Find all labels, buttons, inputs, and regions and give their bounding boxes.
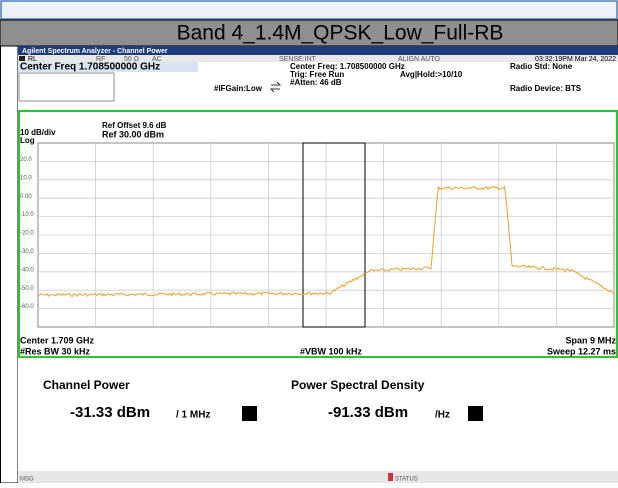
impedance: 50 Ω — [124, 56, 139, 63]
if-gain: #IFGain:Low — [214, 84, 263, 93]
input-box — [18, 72, 115, 102]
status-icon — [388, 473, 393, 481]
ref-offset: Ref Offset 9.6 dB — [102, 121, 167, 130]
trace — [37, 185, 614, 298]
grid: 20.0 10.0 0.00 -10.0 -20.0 -30.0 -40.0 -50.0 -60… — [20, 142, 615, 328]
status: STATUS — [395, 477, 418, 483]
band-title: Band 4_1.4M_QPSK_Low_Full-RB — [177, 22, 504, 45]
center: Center 1.709 GHz — [20, 335, 95, 345]
plot-frame — [18, 110, 618, 358]
timestamp: 03:32:19PM Mar 24, 2022 — [535, 56, 616, 63]
avg-hold: Avg|Hold:>10/10 — [400, 70, 463, 79]
psd-unit: /Hz — [435, 410, 450, 421]
center-freq-box — [18, 62, 198, 72]
sweep: Sweep 12.27 ms — [547, 346, 616, 356]
psd-label: Power Spectral Density — [291, 378, 425, 392]
status-strip — [18, 55, 618, 62]
center-freq-info: Center Freq: 1.708500000 GHz — [290, 62, 405, 71]
rl: RL — [28, 56, 37, 63]
title-band — [0, 19, 618, 47]
scale: 10 dB/div — [20, 128, 56, 137]
y-label: 20.0 — [20, 157, 32, 163]
rf: RF — [96, 56, 105, 63]
channel-box — [302, 142, 366, 328]
y-label: -10.0 — [20, 212, 34, 218]
psd-marker — [468, 406, 483, 421]
trig: Trig: Free Run — [290, 70, 344, 79]
window-title: Agilent Spectrum Analyzer - Channel Powe… — [22, 48, 168, 55]
rl-icon — [19, 56, 25, 61]
scale-type: Log — [20, 136, 35, 145]
y-label: 0.00 — [20, 194, 32, 200]
channel-power-marker — [242, 406, 257, 421]
y-label: -20.0 — [20, 231, 34, 237]
y-label: -30.0 — [20, 249, 34, 255]
channel-power-unit: / 1 MHz — [176, 410, 210, 421]
ref-level: Ref 30.00 dBm — [102, 129, 164, 139]
left-cell — [0, 45, 19, 484]
span: Span 9 MHz — [565, 335, 616, 345]
y-label: 10.0 — [20, 175, 32, 181]
y-label: -40.0 — [20, 267, 34, 273]
res-bw: #Res BW 30 kHz — [20, 346, 91, 356]
y-label: -50.0 — [20, 286, 34, 292]
align: ALIGN AUTO — [398, 56, 440, 63]
coupling: AC — [152, 56, 162, 63]
center-freq: Center Freq 1.708500000 GHz — [20, 62, 160, 73]
trig-icon — [269, 81, 282, 93]
atten: #Atten: 46 dB — [290, 78, 342, 87]
sense: SENSE:INT — [279, 56, 317, 63]
y-label: -60.0 — [20, 304, 34, 310]
msg: MSG — [20, 477, 34, 483]
radio-std: Radio Std: None — [510, 62, 573, 71]
channel-power-value: -31.33 dBm — [70, 404, 150, 421]
vbw: #VBW 100 kHz — [300, 346, 363, 356]
top-box — [0, 0, 618, 20]
bottom-bar — [18, 471, 618, 483]
psd-value: -91.33 dBm — [328, 404, 408, 421]
radio-device: Radio Device: BTS — [510, 84, 582, 93]
window-titlebar — [18, 46, 618, 55]
channel-power-label: Channel Power — [43, 378, 130, 392]
